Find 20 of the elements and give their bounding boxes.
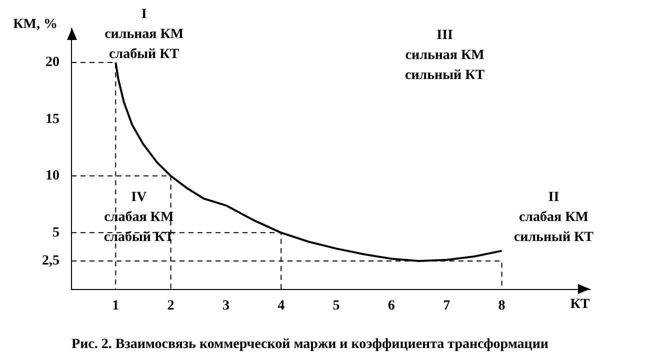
- y-tick-label: 20: [46, 55, 60, 70]
- y-tick-label: 5: [52, 225, 60, 240]
- x-tick-label: 7: [443, 298, 450, 314]
- x-tick-label: 5: [332, 298, 340, 314]
- annotation: I сильная КМ слабый КТ: [104, 7, 184, 62]
- x-tick-label: 3: [222, 298, 230, 314]
- annotation: II слабая КМ сильный КТ: [514, 190, 594, 245]
- x-tick-label: 8: [498, 298, 506, 314]
- y-tick-label: 15: [46, 112, 60, 127]
- y-axis-title: КМ, %: [13, 17, 58, 32]
- x-tick-label: 1: [112, 298, 120, 314]
- annotation: IV слабая КМ слабый КТ: [104, 190, 175, 245]
- text: Рис. 2. Взаимосвязь коммерческой маржи и коэффициента трансформации: [72, 337, 548, 352]
- x-tick-label: 6: [388, 298, 395, 314]
- x-tick-label: 2: [167, 298, 174, 314]
- y-tick-label: 10: [46, 168, 60, 184]
- y-tick-label: 2,5: [42, 254, 60, 269]
- x-axis-title: КТ: [570, 297, 590, 312]
- x-tick-label: 4: [278, 298, 285, 314]
- annotation: III сильная КМ сильный КТ: [405, 28, 486, 84]
